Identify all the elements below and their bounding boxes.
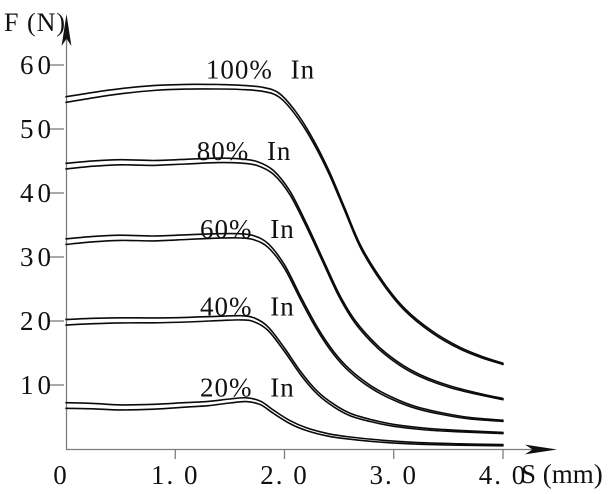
curve-100-in-lower — [65, 88, 504, 366]
x-tick-label: 1. 0 — [151, 460, 200, 490]
y-tick-label: 40 — [20, 178, 55, 208]
curve-label-20-in: 20% In — [200, 373, 295, 403]
curve-60-in-lower — [65, 237, 504, 423]
curve-100-in-upper — [65, 83, 504, 365]
curve-20-in-lower — [65, 400, 504, 447]
curve-label-60-in: 60% In — [200, 214, 295, 244]
x-axis-title: S (mm) — [521, 459, 603, 489]
y-tick-label: 50 — [20, 114, 55, 144]
curve-label-80-in: 80% In — [197, 136, 292, 166]
x-axis-arrow-icon — [525, 444, 557, 455]
curve-60-in-upper — [65, 232, 504, 421]
y-axis-title: F (N) — [4, 8, 67, 37]
y-axis-arrow-icon — [61, 14, 72, 46]
x-tick-label: 0 — [53, 460, 69, 490]
x-tick-label: 4. 0 — [479, 460, 528, 490]
curve-20-in-upper — [65, 396, 504, 446]
y-tick-label: 10 — [20, 370, 55, 400]
curve-80-in-lower — [65, 161, 504, 401]
y-tick-label: 60 — [20, 50, 55, 80]
x-tick-label: 3. 0 — [370, 460, 419, 490]
curve-label-40-in: 40% In — [200, 291, 295, 321]
y-tick-label: 30 — [20, 242, 55, 272]
x-tick-label: 2. 0 — [260, 460, 309, 490]
curve-80-in-upper — [65, 157, 504, 400]
y-tick-label: 20 — [20, 306, 55, 336]
curve-40-in-upper — [65, 314, 504, 434]
curve-label-100-in: 100% In — [206, 54, 315, 84]
curve-40-in-lower — [65, 319, 504, 435]
